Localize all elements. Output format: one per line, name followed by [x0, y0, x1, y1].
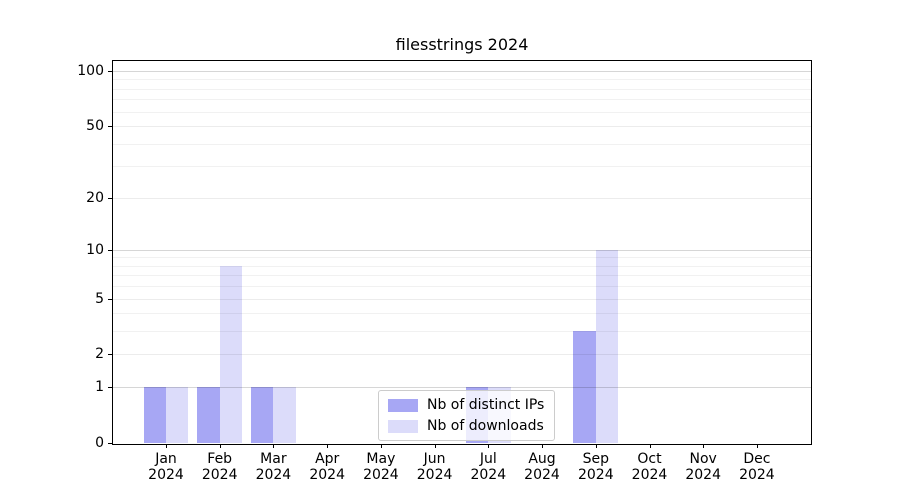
bar-downloads-Sep [595, 249, 619, 443]
y-gridline-80 [113, 88, 811, 90]
y-tick-mark-50 [108, 126, 112, 128]
y-axis-tick-label: 50 [86, 118, 104, 135]
y-gridline-8 [113, 265, 811, 267]
x-tick-mark-May [380, 444, 382, 448]
x-axis-month-label: Jan 2024 [148, 451, 184, 483]
legend-label-downloads: Nb of downloads [427, 418, 544, 434]
y-axis-tick-label: 2 [95, 346, 104, 363]
chart-title: filesstrings 2024 [395, 35, 529, 54]
x-tick-mark-Jun [434, 444, 436, 448]
x-tick-mark-Feb [219, 444, 221, 448]
x-axis-month-label: Jun 2024 [416, 451, 453, 483]
bar-distinct-ips-Mar [251, 387, 274, 443]
bar-distinct-ips-Sep [573, 331, 596, 443]
plot-area [112, 60, 812, 445]
legend-item-distinct-ips: Nb of distinct IPs [388, 396, 544, 414]
legend: Nb of distinct IPs Nb of downloads [378, 390, 556, 441]
y-axis-tick-label: 20 [86, 189, 104, 206]
x-axis-month-label: Dec 2024 [739, 451, 775, 483]
y-tick-mark-0 [108, 443, 112, 444]
bar-distinct-ips-Jan [143, 387, 166, 443]
y-tick-mark-20 [108, 197, 112, 199]
y-gridline-7 [113, 275, 811, 277]
x-axis-month-label: May 2024 [363, 451, 399, 483]
y-gridline-20 [113, 197, 811, 199]
y-axis-tick-label: 1 [95, 379, 104, 396]
x-axis-month-label: Nov 2024 [685, 451, 721, 483]
y-gridline-3 [113, 331, 811, 333]
x-axis-month-label: Apr 2024 [309, 451, 345, 483]
y-gridline-9 [113, 257, 811, 259]
x-tick-mark-Apr [327, 444, 329, 448]
x-tick-mark-Aug [542, 444, 543, 448]
x-tick-mark-Jul [488, 444, 490, 448]
y-gridline-10 [113, 249, 811, 251]
bar-distinct-ips-Feb [197, 387, 220, 443]
bar-downloads-Jan [166, 387, 189, 443]
y-tick-mark-5 [108, 298, 112, 300]
x-axis-month-label: Aug 2024 [524, 451, 560, 483]
y-gridline-100 [113, 71, 811, 72]
x-tick-mark-Sep [595, 444, 597, 448]
y-axis-tick-label: 100 [77, 63, 104, 79]
x-axis-month-label: Jul 2024 [470, 451, 507, 483]
x-tick-mark-Oct [649, 444, 651, 448]
y-gridline-90 [113, 79, 811, 81]
y-tick-mark-1 [108, 387, 112, 389]
y-gridline-30 [113, 166, 811, 168]
y-tick-mark-2 [108, 354, 112, 356]
y-tick-mark-100 [108, 71, 112, 72]
y-gridline-5 [113, 298, 811, 300]
legend-item-downloads: Nb of downloads [388, 417, 544, 435]
y-gridline-70 [113, 99, 811, 101]
y-axis-tick-label: 10 [86, 241, 104, 258]
x-axis-month-label: Mar 2024 [255, 451, 292, 483]
x-tick-mark-Dec [756, 444, 758, 448]
x-axis-month-label: Oct 2024 [631, 451, 668, 483]
y-gridline-2 [113, 354, 811, 356]
legend-swatch-downloads [388, 419, 418, 433]
x-tick-mark-Jan [166, 444, 167, 448]
x-tick-mark-Mar [273, 444, 275, 448]
y-gridline-50 [113, 126, 811, 128]
y-gridline-60 [113, 111, 811, 113]
x-axis-month-label: Feb 2024 [201, 451, 238, 483]
y-gridline-6 [113, 286, 811, 288]
y-tick-mark-10 [108, 249, 112, 251]
x-axis-month-label: Sep 2024 [577, 451, 614, 483]
bar-downloads-Mar [273, 387, 296, 443]
y-gridline-40 [113, 143, 811, 145]
bar-downloads-Feb [219, 265, 243, 443]
legend-label-distinct-ips: Nb of distinct IPs [427, 397, 545, 413]
x-tick-mark-Nov [703, 444, 705, 448]
y-axis-tick-label: 0 [95, 435, 104, 451]
y-axis-tick-label: 5 [95, 290, 104, 307]
y-gridline-4 [113, 313, 811, 315]
legend-swatch-distinct-ips [388, 398, 418, 412]
